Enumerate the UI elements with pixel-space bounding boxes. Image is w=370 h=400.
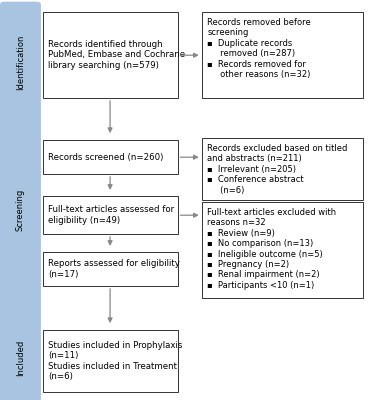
Text: Identification: Identification xyxy=(16,34,25,90)
FancyBboxPatch shape xyxy=(202,138,363,200)
FancyBboxPatch shape xyxy=(202,12,363,98)
Text: Records removed before
screening
▪  Duplicate records
     removed (n=287)
▪  Re: Records removed before screening ▪ Dupli… xyxy=(207,18,311,79)
Text: Records identified through
PubMed, Embase and Cochrane
library searching (n=579): Records identified through PubMed, Embas… xyxy=(48,40,185,70)
Text: Studies included in Prophylaxis
(n=11)
Studies included in Treatment
(n=6): Studies included in Prophylaxis (n=11) S… xyxy=(48,341,182,381)
FancyBboxPatch shape xyxy=(0,2,41,122)
FancyBboxPatch shape xyxy=(0,298,41,400)
FancyBboxPatch shape xyxy=(43,196,178,234)
FancyBboxPatch shape xyxy=(43,252,178,286)
Text: Records excluded based on titled
and abstracts (n=211)
▪  Irrelevant (n=205)
▪  : Records excluded based on titled and abs… xyxy=(207,144,347,194)
Text: Full-text articles excluded with
reasons n=32
▪  Review (n=9)
▪  No comparison (: Full-text articles excluded with reasons… xyxy=(207,208,336,290)
FancyBboxPatch shape xyxy=(43,330,178,392)
Text: Records screened (n=260): Records screened (n=260) xyxy=(48,152,164,162)
Text: Included: Included xyxy=(16,340,25,376)
FancyBboxPatch shape xyxy=(0,118,41,302)
FancyBboxPatch shape xyxy=(43,12,178,98)
FancyBboxPatch shape xyxy=(202,202,363,298)
Text: Full-text articles assessed for
eligibility (n=49): Full-text articles assessed for eligibil… xyxy=(48,205,174,225)
Text: Reports assessed for eligibility
(n=17): Reports assessed for eligibility (n=17) xyxy=(48,259,180,279)
Text: Screening: Screening xyxy=(16,189,25,231)
FancyBboxPatch shape xyxy=(43,140,178,174)
